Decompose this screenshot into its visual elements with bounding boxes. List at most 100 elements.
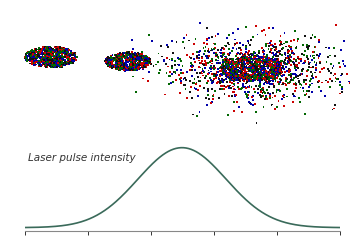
Point	[59, 55, 64, 58]
Point	[219, 87, 225, 91]
Point	[127, 57, 132, 61]
Point	[124, 56, 130, 60]
Point	[248, 79, 254, 83]
Point	[286, 57, 292, 61]
Point	[24, 58, 29, 61]
Point	[248, 73, 253, 76]
Point	[246, 68, 251, 71]
Point	[264, 97, 270, 101]
Point	[29, 51, 35, 55]
Point	[278, 70, 283, 74]
Point	[273, 63, 279, 67]
Point	[220, 60, 226, 64]
Point	[229, 59, 235, 63]
Point	[231, 31, 236, 35]
Point	[55, 46, 61, 50]
Point	[250, 64, 255, 67]
Point	[270, 51, 276, 55]
Point	[121, 61, 127, 65]
Point	[272, 65, 278, 69]
Point	[277, 66, 283, 69]
Point	[232, 67, 238, 70]
Point	[45, 62, 51, 66]
Point	[46, 56, 51, 60]
Point	[235, 85, 241, 89]
Point	[228, 78, 233, 82]
Point	[297, 73, 302, 77]
Point	[125, 65, 130, 69]
Point	[68, 61, 73, 65]
Point	[265, 91, 271, 95]
Point	[115, 59, 120, 63]
Point	[144, 61, 149, 65]
Point	[119, 52, 125, 56]
Point	[230, 75, 235, 79]
Point	[238, 64, 244, 68]
Point	[257, 78, 262, 82]
Point	[233, 74, 239, 78]
Point	[134, 66, 140, 70]
Point	[279, 42, 284, 46]
Point	[224, 64, 230, 68]
Point	[203, 63, 209, 67]
Point	[325, 67, 330, 71]
Point	[250, 35, 255, 39]
Point	[264, 88, 270, 92]
Point	[60, 63, 65, 67]
Point	[244, 72, 249, 76]
Point	[271, 60, 276, 64]
Point	[46, 51, 52, 55]
Point	[53, 50, 58, 54]
Point	[223, 44, 229, 48]
Point	[276, 69, 282, 73]
Point	[50, 53, 56, 57]
Point	[280, 65, 286, 69]
Point	[111, 58, 117, 62]
Point	[41, 48, 46, 52]
Point	[244, 59, 250, 62]
Point	[126, 57, 132, 61]
Point	[214, 54, 219, 58]
Point	[57, 60, 62, 64]
Point	[245, 72, 251, 76]
Point	[216, 77, 222, 81]
Point	[35, 53, 41, 57]
Point	[204, 81, 210, 85]
Point	[321, 66, 327, 70]
Point	[137, 64, 142, 67]
Point	[124, 60, 129, 64]
Point	[123, 65, 129, 69]
Point	[262, 75, 267, 79]
Point	[194, 56, 200, 60]
Point	[196, 56, 202, 60]
Point	[238, 57, 244, 61]
Point	[293, 64, 298, 68]
Point	[48, 56, 54, 60]
Point	[123, 68, 129, 72]
Point	[105, 56, 110, 60]
Point	[124, 52, 130, 56]
Point	[129, 51, 135, 55]
Point	[208, 65, 213, 69]
Point	[273, 43, 278, 46]
Point	[137, 62, 143, 66]
Point	[270, 26, 275, 30]
Point	[27, 52, 33, 56]
Point	[220, 53, 226, 57]
Point	[44, 52, 50, 56]
Point	[191, 42, 197, 46]
Point	[264, 78, 269, 82]
Point	[25, 50, 31, 54]
Point	[244, 58, 250, 62]
Point	[126, 50, 131, 54]
Point	[62, 53, 68, 56]
Point	[46, 51, 51, 55]
Point	[117, 58, 123, 62]
Point	[238, 51, 244, 55]
Point	[49, 54, 55, 58]
Point	[29, 62, 35, 66]
Point	[48, 57, 54, 61]
Point	[235, 77, 241, 81]
Point	[253, 84, 258, 88]
Point	[274, 59, 280, 63]
